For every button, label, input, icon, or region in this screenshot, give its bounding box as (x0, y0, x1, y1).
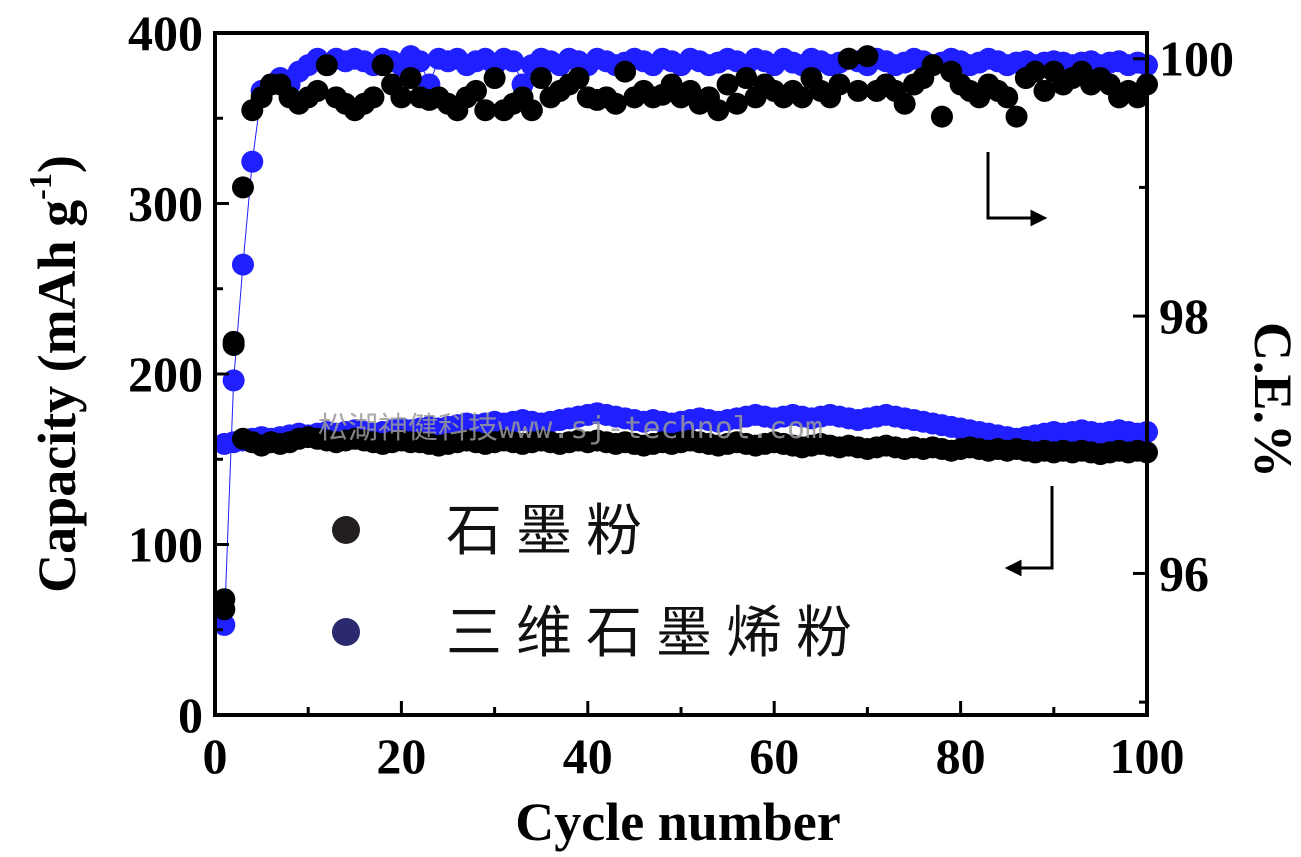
graphite-ce-point (856, 45, 879, 68)
graphite-ce-point (567, 67, 590, 90)
graphene-ce-line (223, 55, 1148, 625)
x-tick-label: 60 (749, 728, 799, 784)
y-left-tick-label: 400 (128, 5, 203, 61)
graphite-ce-point (1005, 105, 1028, 128)
graphite-ce-point (213, 588, 236, 611)
svg-text:Capacity (mAh g-1): Capacity (mAh g-1) (22, 155, 87, 593)
axis-ticks (213, 31, 1149, 717)
graphite-ce-point (231, 176, 254, 199)
graphite-ce-point (725, 92, 748, 115)
graphite-ce-point (604, 92, 627, 115)
y-left-title-close: ) (27, 155, 87, 173)
legend: 石墨粉 三维石墨烯粉 (332, 499, 866, 666)
y-right-axis-title: C.E.% (1243, 322, 1301, 478)
graphite-ce-point (315, 54, 338, 77)
graphite-ce-point (893, 92, 916, 115)
x-tick-label: 80 (936, 728, 986, 784)
y-left-tick-label: 100 (128, 517, 203, 573)
graphite-ce-point (847, 79, 870, 102)
graphite-ce-point (483, 67, 506, 90)
graphite-ce-point (222, 330, 245, 353)
graphite-ce-point (828, 73, 851, 96)
graphite-ce-point (707, 99, 730, 122)
y-left-title-sup: -1 (22, 173, 58, 200)
graphite-ce-point (996, 86, 1019, 109)
graphite-ce-point (1024, 60, 1047, 83)
y-left-tick-label: 200 (128, 346, 203, 402)
graphite-ce-point (306, 79, 329, 102)
graphene-ce-point (502, 50, 525, 73)
x-tick-label: 0 (203, 728, 228, 784)
graphite-ce-point (399, 67, 422, 90)
graphite-ce-point (1033, 79, 1056, 102)
graphite-ce-point (921, 54, 944, 77)
legend-label-graphene: 三维石墨烯粉 (446, 601, 866, 666)
legend-label-graphite: 石墨粉 (446, 499, 656, 564)
y-right-tick-label: 98 (1159, 288, 1209, 344)
legend-marker-graphene (332, 618, 360, 646)
graphite-ce-point (390, 86, 413, 109)
graphite-ce-point (716, 73, 739, 96)
y-left-axis-title: Capacity (mAh g-1) (22, 155, 87, 593)
tick-labels: 0 20 40 60 80 100 0 100 200 300 400 96 98 100 (128, 5, 1234, 784)
y-left-tick-label: 300 (128, 176, 203, 232)
graphite-ce-point (362, 86, 385, 109)
graphene-ce-point (409, 50, 432, 73)
watermark: 松湖神健科技www.sj-technol.com (318, 411, 823, 446)
graphite-ce-point (614, 60, 637, 83)
graphite-ce-point (520, 99, 543, 122)
x-tick-label: 40 (563, 728, 613, 784)
graphite-ce-point (837, 47, 860, 70)
arrow-left-indicator (1004, 486, 1054, 577)
legend-marker-graphite (332, 516, 360, 544)
graphite-ce-point (371, 54, 394, 77)
graphite-ce-point (530, 67, 553, 90)
x-tick-label: 20 (376, 728, 426, 784)
graphite-ce-point (735, 67, 758, 90)
data-markers (213, 45, 1158, 636)
graphite-ce-point (791, 86, 814, 109)
graphene-ce-point (241, 150, 264, 173)
arrow-right-indicator (986, 152, 1048, 227)
y-right-tick-label: 96 (1159, 545, 1209, 601)
x-tick-label: 100 (1110, 728, 1185, 784)
graphene-ce-point (231, 253, 254, 276)
x-axis-title: Cycle number (515, 792, 840, 852)
svg-text:C.E.%: C.E.% (1243, 322, 1301, 478)
graphite-ce-point (474, 99, 497, 122)
y-right-tick-label: 100 (1159, 31, 1234, 87)
graphite-ce-point (464, 79, 487, 102)
y-left-tick-label: 0 (178, 687, 203, 743)
y-left-title-main: Capacity (mAh g (27, 200, 87, 593)
plot-area (223, 55, 1148, 625)
graphite-ce-point (930, 105, 953, 128)
